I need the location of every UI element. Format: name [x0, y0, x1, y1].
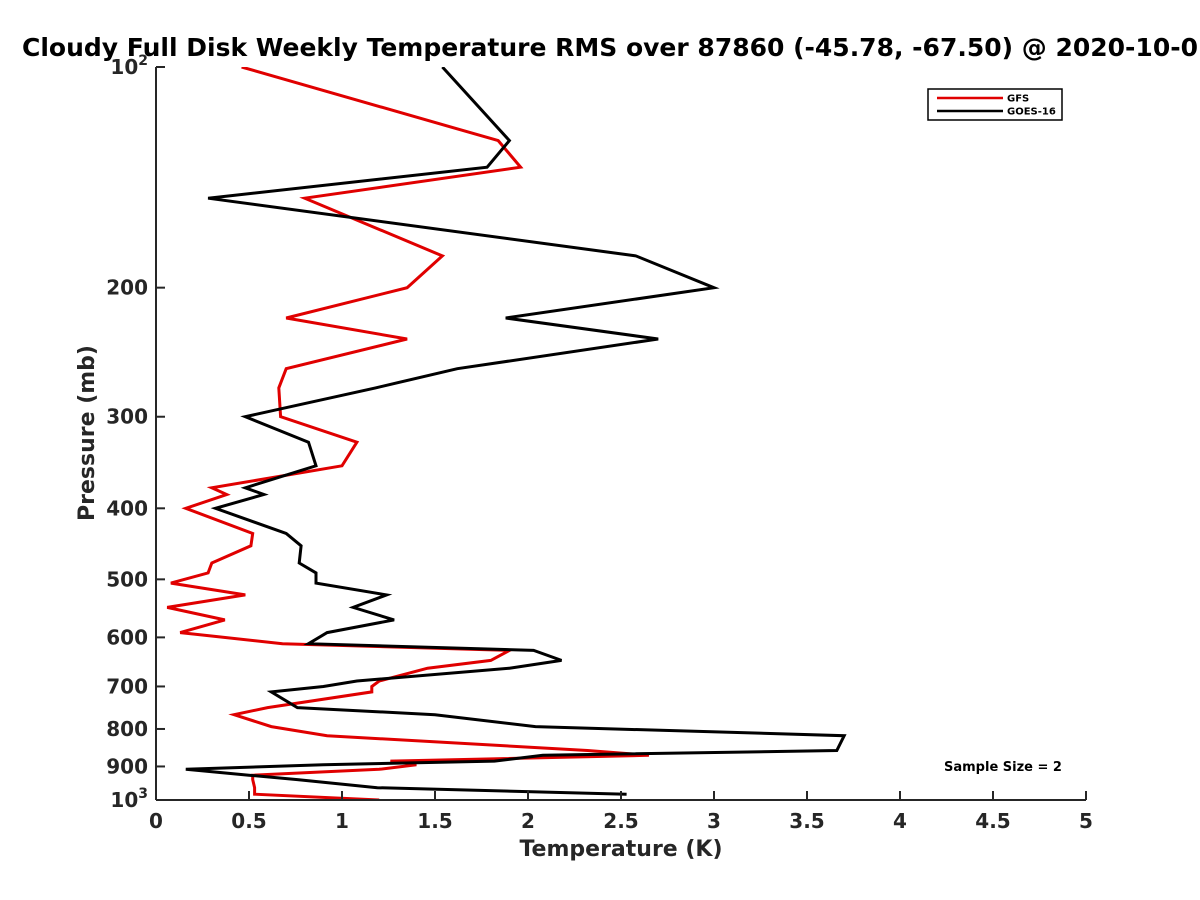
y-tick-label: 600 [106, 625, 148, 649]
y-tick-label: 102 [110, 53, 148, 79]
x-tick-label: 0.5 [231, 809, 266, 833]
legend-label: GOES-16 [1007, 107, 1056, 118]
x-tick-label: 4.5 [975, 809, 1010, 833]
y-tick-label: 200 [106, 276, 148, 300]
x-tick-label: 2.5 [603, 809, 638, 833]
chart-title: Cloudy Full Disk Weekly Temperature RMS … [22, 33, 1198, 62]
x-tick-label: 3.5 [789, 809, 824, 833]
y-axis-label: Pressure (mb) [75, 345, 100, 521]
y-tick-label: 300 [106, 405, 148, 429]
x-axis-ticks: 0 0.5 1 1.5 2 2.5 3 3.5 4 4.5 5 [149, 791, 1093, 833]
legend: GFS GOES-16 [927, 88, 1063, 121]
x-tick-label: 3 [707, 809, 721, 833]
y-tick-label: 400 [106, 496, 148, 520]
plot-area [155, 67, 1086, 801]
y-axis-ticks: 102 200 300 400 500 600 700 800 900 103 [106, 53, 165, 812]
x-tick-label: 2 [521, 809, 535, 833]
x-tick-label: 1.5 [417, 809, 452, 833]
y-tick-label: 500 [106, 567, 148, 591]
x-axis-label: Temperature (K) [519, 837, 722, 862]
series-layer [166, 67, 847, 800]
legend-label: GFS [1007, 94, 1029, 105]
y-tick-label: 103 [110, 786, 148, 812]
x-tick-label: 1 [335, 809, 349, 833]
y-tick-label: 900 [106, 754, 148, 778]
x-tick-label: 0 [149, 809, 163, 833]
series-line-goes-16 [185, 67, 847, 796]
y-tick-label: 700 [106, 674, 148, 698]
x-tick-label: 5 [1079, 809, 1093, 833]
x-tick-label: 4 [893, 809, 907, 833]
sample-size-annotation: Sample Size = 2 [944, 760, 1062, 775]
legend-box [927, 88, 1063, 121]
y-tick-label: 800 [106, 717, 148, 741]
